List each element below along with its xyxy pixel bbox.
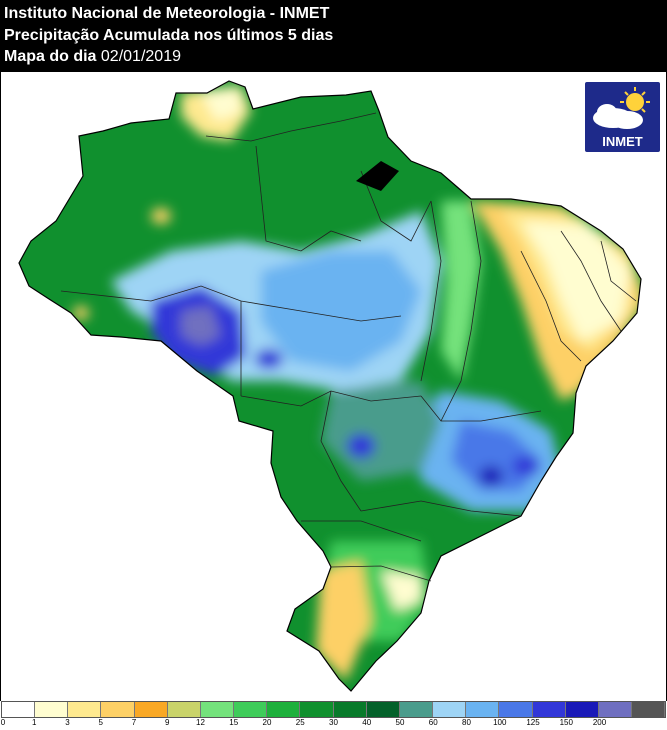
legend-swatch	[68, 702, 102, 717]
legend-tick-label: 30	[329, 718, 338, 727]
spot-ac-dry	[73, 306, 89, 320]
legend-tick-label: 9	[165, 718, 170, 727]
precip-legend: 0 1 3 5 7 9 12 15 20 25 30 40 50 60 80 100 125 150 200	[0, 701, 667, 730]
wetter-zone-central	[261, 251, 421, 371]
legend-tick-label: 3	[65, 718, 70, 727]
legend-tick-label: 100	[493, 718, 507, 727]
legend-tick-label: 15	[229, 718, 239, 727]
country-outline	[18, 80, 642, 692]
legend-tick-label: 1	[32, 718, 37, 727]
spot-mt	[255, 349, 283, 369]
legend-tick-label: 0	[0, 718, 6, 727]
legend-swatch	[466, 702, 500, 717]
legend-tick-label: 50	[395, 718, 405, 727]
legend-tick-label: 5	[98, 718, 103, 727]
legend-tick-label: 125	[526, 718, 540, 727]
map-date: 02/01/2019	[100, 48, 181, 65]
spot-goias	[347, 434, 375, 458]
legend-tick-label: 7	[131, 718, 137, 727]
legend-swatch	[101, 702, 135, 717]
legend-swatch	[433, 702, 467, 717]
map-subtitle: Precipitação Acumulada nos últimos 5 dia…	[4, 27, 334, 44]
legend-tick-label: 25	[295, 718, 305, 727]
driest-zone-n	[201, 89, 241, 121]
map-date-prefix: Mapa do dia	[4, 48, 97, 65]
precip-field	[19, 81, 641, 691]
institute-title: Instituto Nacional de Meteorologia - INM…	[4, 5, 330, 22]
precipitation-map	[18, 80, 642, 692]
spot-am-dry	[151, 208, 171, 224]
legend-swatch	[267, 702, 301, 717]
legend-swatch	[399, 702, 434, 717]
dry-zone-south	[316, 561, 371, 681]
legend-bar	[1, 701, 666, 718]
map-date-line: Mapa do dia 02/01/2019	[4, 47, 181, 67]
sun-cloud-icon	[593, 87, 650, 129]
legend-tick-label: 80	[462, 718, 471, 727]
spot-minas	[479, 466, 503, 486]
legend-swatch	[499, 702, 533, 717]
map-frame	[0, 71, 667, 701]
legend-tick-label: 60	[428, 718, 438, 727]
coastal-green	[441, 201, 481, 381]
legend-tick-label: 200	[592, 718, 607, 727]
legend-tick-label: 150	[559, 718, 573, 727]
state-boundaries	[60, 112, 637, 582]
inmet-logo: INMET	[585, 82, 660, 152]
marajo-island	[356, 161, 399, 191]
legend-swatch	[167, 702, 201, 717]
legend-swatch	[565, 702, 599, 717]
extreme-zone-west	[181, 306, 221, 346]
legend-swatch	[234, 702, 268, 717]
legend-swatch	[35, 702, 69, 717]
logo-text: INMET	[602, 134, 643, 149]
legend-swatch	[598, 702, 632, 717]
legend-swatch	[631, 702, 666, 717]
legend-swatch	[134, 702, 168, 717]
legend-tick-label: 12	[196, 718, 205, 727]
legend-swatch	[300, 702, 334, 717]
legend-swatch	[532, 702, 566, 717]
legend-tick-label: 20	[262, 718, 272, 727]
legend-swatch	[200, 702, 235, 717]
legend-tick-label: 40	[362, 718, 372, 727]
legend-swatch	[366, 702, 400, 717]
teal-zone	[321, 381, 441, 481]
driest-zone-south	[381, 571, 421, 611]
map-header: Instituto Nacional de Meteorologia - INM…	[0, 0, 667, 71]
legend-swatch	[2, 702, 36, 717]
spot-minas-e	[512, 456, 540, 476]
legend-swatch	[333, 702, 367, 717]
